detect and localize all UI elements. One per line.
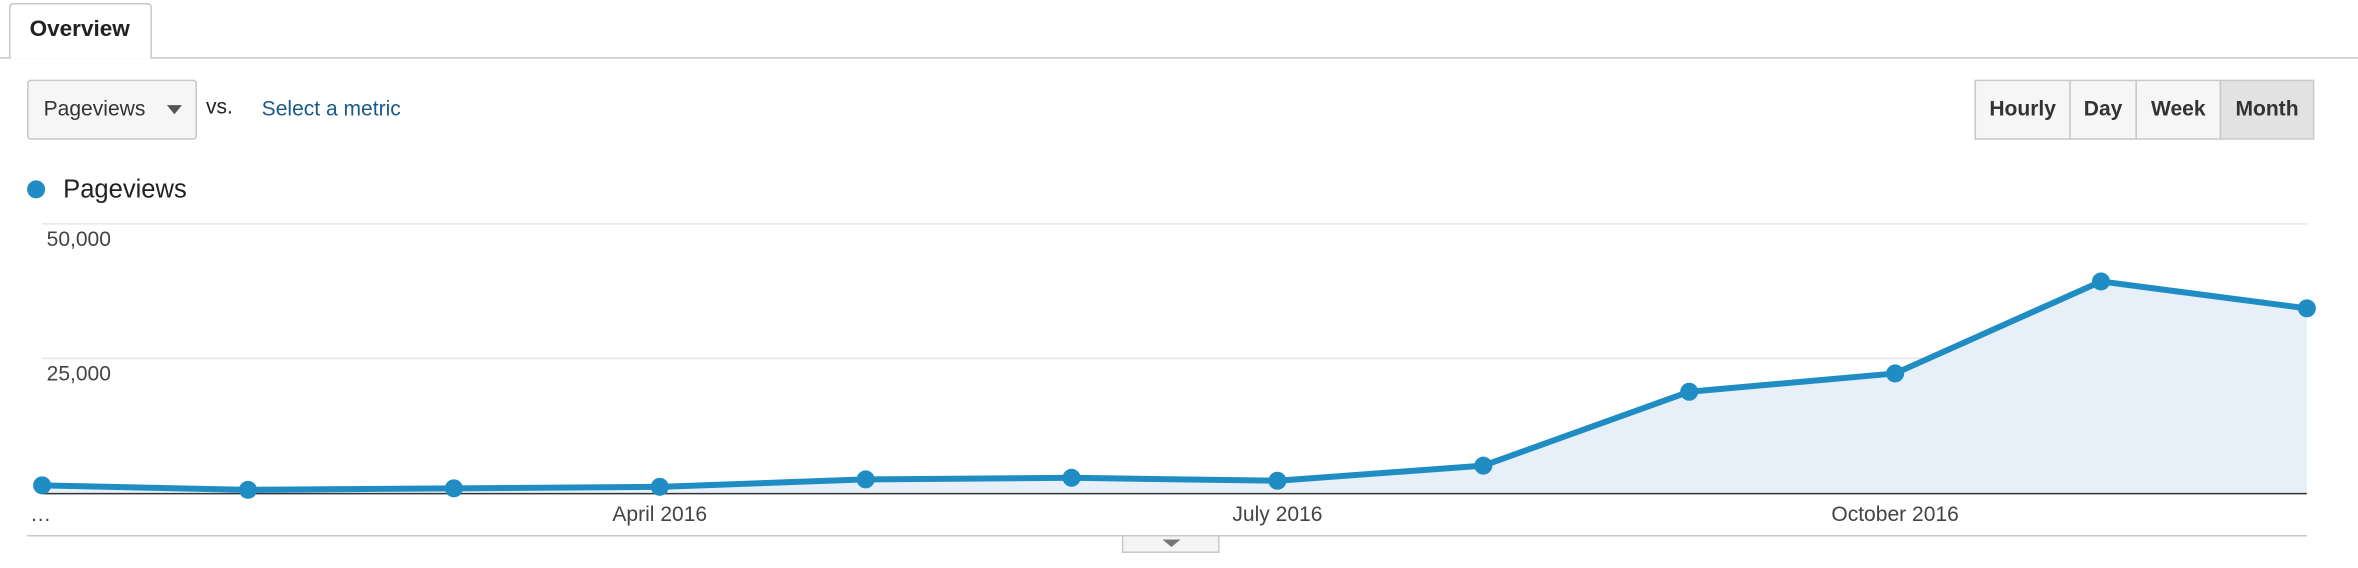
data-point[interactable] — [1680, 382, 1699, 401]
interval-button-label[interactable]: Month — [2235, 97, 2298, 120]
data-point[interactable] — [1268, 471, 1287, 490]
data-point[interactable] — [2297, 299, 2316, 318]
data-point[interactable] — [238, 480, 258, 499]
expand-arrow[interactable] — [1162, 539, 1181, 547]
metric-dropdown-label[interactable]: Pageviews — [44, 97, 146, 120]
tab-label[interactable]: Overview — [30, 16, 131, 41]
x-tick-label: October 2016 — [1831, 503, 1959, 526]
data-point[interactable] — [2091, 272, 2111, 291]
interval-button[interactable] — [2135, 79, 2222, 140]
interval-buttons: Hourly Day Week Month — [1974, 79, 2315, 140]
data-point[interactable] — [1062, 468, 1081, 487]
plot-area: 25,000 50,000 … April 2016 July 2016 October … — [30, 223, 2316, 526]
legend-label: Pageviews — [63, 176, 187, 204]
y-tick-label: 25,000 — [47, 362, 111, 385]
legend-marker — [27, 180, 46, 199]
data-point[interactable] — [650, 477, 669, 496]
data-point[interactable] — [1886, 364, 1905, 383]
x-tick-label: … — [30, 503, 51, 526]
select-metric-link[interactable]: Select a metric — [262, 97, 401, 120]
vs-label: vs. — [206, 96, 233, 119]
data-point[interactable] — [1474, 456, 1493, 475]
metric-dropdown[interactable] — [27, 79, 198, 140]
y-tick-label: 50,000 — [47, 228, 111, 251]
interval-button[interactable] — [2219, 79, 2315, 140]
tab[interactable] — [9, 3, 152, 59]
interval-button-label[interactable]: Hourly — [1989, 97, 2056, 120]
interval-button-label[interactable]: Day — [2084, 97, 2123, 120]
area — [42, 281, 2307, 493]
x-tick-label: July 2016 — [1232, 503, 1322, 526]
interval-button-label[interactable]: Week — [2151, 97, 2206, 120]
data-point[interactable] — [856, 470, 875, 489]
interval-button[interactable] — [2069, 79, 2137, 140]
data-point[interactable] — [33, 476, 52, 495]
x-tick-label: April 2016 — [612, 503, 707, 526]
series-line — [42, 278, 2308, 493]
data-point[interactable] — [444, 479, 463, 498]
dropdown-arrow[interactable] — [166, 105, 182, 115]
